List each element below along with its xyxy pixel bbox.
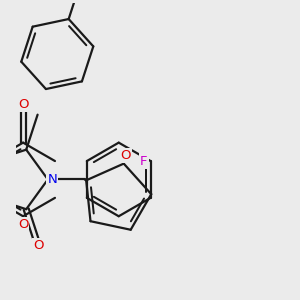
Text: N: N [47,173,57,186]
Text: O: O [18,98,28,111]
Text: F: F [140,154,148,167]
Text: O: O [120,149,131,162]
Text: O: O [18,218,28,231]
Text: O: O [33,239,44,253]
